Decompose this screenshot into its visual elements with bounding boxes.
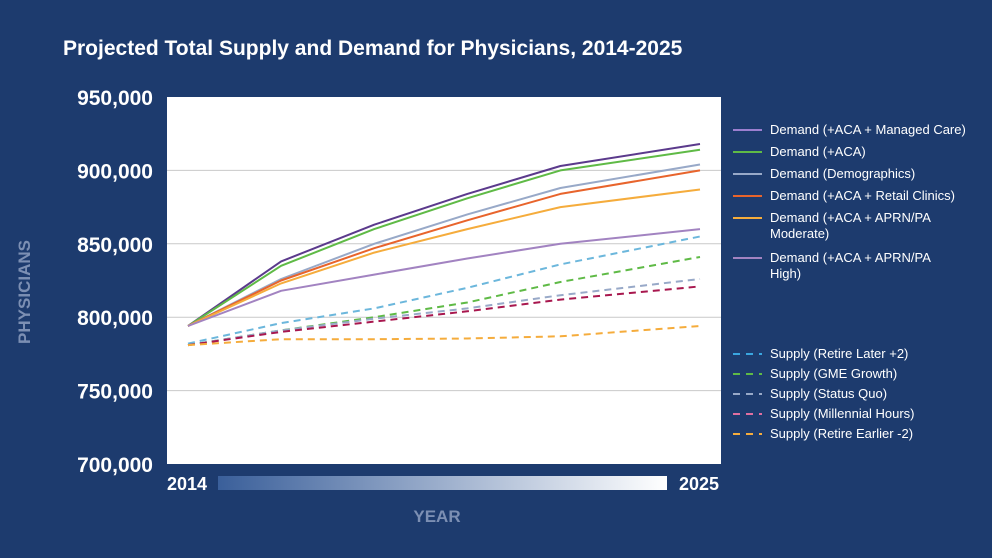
series-line — [187, 325, 701, 347]
series-line — [187, 148, 701, 327]
series-line — [187, 143, 701, 327]
x-tick-label-end: 2025 — [679, 474, 719, 494]
legend-label: Demand (+ACA) — [770, 144, 866, 159]
legend: Demand (+ACA + Managed Care) Demand (+ACA… — [733, 122, 966, 441]
legend-label: Supply (Status Quo) — [770, 386, 887, 401]
legend-label: Demand (+ACA + Retail Clinics) — [770, 188, 955, 203]
series-line — [187, 278, 701, 347]
gridlines — [167, 169, 721, 392]
legend-label: Supply (Millennial Hours) — [770, 406, 915, 421]
y-tick-label: 900,000 — [77, 160, 153, 183]
legend-label: Demand (+ACA + Managed Care) — [770, 122, 966, 137]
y-tick-label: 700,000 — [77, 454, 153, 477]
y-tick-label: 950,000 — [77, 87, 153, 110]
series-line — [187, 285, 701, 347]
series-lines — [187, 143, 701, 347]
series-line — [187, 228, 701, 327]
legend-label: Demand (Demographics) — [770, 166, 915, 181]
y-tick-label: 850,000 — [77, 234, 153, 257]
y-axis-ticks: 700,000 750,000 800,000 850,000 900,000 950,0… — [77, 87, 153, 477]
year-axis-gradient-bar — [218, 476, 667, 490]
legend-label: Supply (Retire Earlier -2) — [770, 426, 913, 441]
legend-label: Moderate) — [770, 226, 829, 241]
series-line — [187, 169, 701, 327]
x-tick-label-start: 2014 — [167, 474, 207, 494]
chart-title: Projected Total Supply and Demand for Ph… — [63, 37, 683, 60]
y-tick-label: 800,000 — [77, 307, 153, 330]
series-line — [187, 163, 701, 327]
legend-label: Supply (Retire Later +2) — [770, 346, 908, 361]
legend-label: High) — [770, 266, 801, 281]
legend-label: Supply (GME Growth) — [770, 366, 897, 381]
legend-label: Demand (+ACA + APRN/PA — [770, 210, 931, 225]
y-axis-label: PHYSICIANS — [15, 240, 34, 344]
x-axis-label: YEAR — [413, 507, 460, 526]
legend-label: Demand (+ACA + APRN/PA — [770, 250, 931, 265]
series-line — [187, 188, 701, 327]
y-tick-label: 750,000 — [77, 381, 153, 404]
plot-area — [167, 97, 721, 464]
